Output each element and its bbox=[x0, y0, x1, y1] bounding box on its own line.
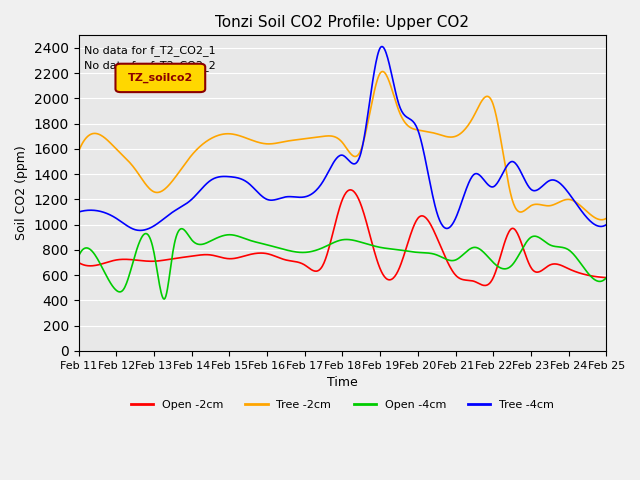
Tree -4cm bbox=[75, 209, 83, 215]
Tree -4cm bbox=[521, 177, 529, 182]
Tree -2cm bbox=[378, 69, 386, 74]
Tree -2cm bbox=[75, 149, 83, 155]
Tree -2cm bbox=[520, 208, 527, 214]
Open -2cm bbox=[554, 262, 562, 267]
Open -2cm bbox=[347, 187, 355, 193]
Text: No data for f_T2_CO2_2: No data for f_T2_CO2_2 bbox=[84, 60, 216, 72]
Line: Tree -2cm: Tree -2cm bbox=[79, 72, 606, 220]
Open -4cm bbox=[75, 253, 83, 259]
Line: Open -2cm: Open -2cm bbox=[79, 190, 606, 286]
Tree -2cm bbox=[598, 217, 605, 223]
Open -2cm bbox=[161, 257, 168, 263]
Title: Tonzi Soil CO2 Profile: Upper CO2: Tonzi Soil CO2 Profile: Upper CO2 bbox=[216, 15, 470, 30]
Open -4cm bbox=[161, 295, 169, 301]
Open -4cm bbox=[248, 238, 256, 244]
Tree -4cm bbox=[554, 179, 562, 185]
Line: Open -4cm: Open -4cm bbox=[79, 228, 606, 299]
Legend: Open -2cm, Tree -2cm, Open -4cm, Tree -4cm: Open -2cm, Tree -2cm, Open -4cm, Tree -4… bbox=[126, 396, 559, 415]
Open -4cm bbox=[554, 244, 562, 250]
Line: Tree -4cm: Tree -4cm bbox=[79, 47, 606, 230]
Tree -2cm bbox=[216, 132, 223, 138]
Open -4cm bbox=[602, 275, 610, 280]
Tree -4cm bbox=[602, 222, 610, 228]
Tree -2cm bbox=[161, 187, 168, 192]
Text: TZ_soilco2: TZ_soilco2 bbox=[128, 73, 193, 83]
Tree -2cm bbox=[602, 216, 610, 221]
Open -4cm bbox=[217, 233, 225, 239]
Open -4cm bbox=[161, 296, 168, 302]
Open -4cm bbox=[90, 250, 97, 256]
Open -2cm bbox=[90, 263, 97, 268]
Open -2cm bbox=[602, 275, 610, 280]
Open -4cm bbox=[521, 242, 529, 248]
Tree -4cm bbox=[90, 207, 97, 213]
Open -2cm bbox=[481, 283, 488, 288]
Open -4cm bbox=[178, 226, 186, 231]
Open -2cm bbox=[216, 254, 223, 260]
Text: No data for f_T2_CO2_1: No data for f_T2_CO2_1 bbox=[84, 45, 216, 56]
FancyBboxPatch shape bbox=[115, 64, 205, 92]
Tree -4cm bbox=[378, 44, 386, 49]
Tree -4cm bbox=[248, 183, 255, 189]
Open -2cm bbox=[521, 249, 529, 255]
Tree -2cm bbox=[247, 137, 255, 143]
Tree -4cm bbox=[216, 174, 224, 180]
Tree -4cm bbox=[161, 215, 169, 221]
Tree -4cm bbox=[136, 228, 144, 233]
X-axis label: Time: Time bbox=[327, 376, 358, 389]
Y-axis label: Soil CO2 (ppm): Soil CO2 (ppm) bbox=[15, 146, 28, 240]
Open -2cm bbox=[75, 260, 83, 265]
Tree -2cm bbox=[90, 131, 97, 136]
Open -2cm bbox=[247, 252, 255, 257]
Tree -2cm bbox=[554, 200, 561, 206]
